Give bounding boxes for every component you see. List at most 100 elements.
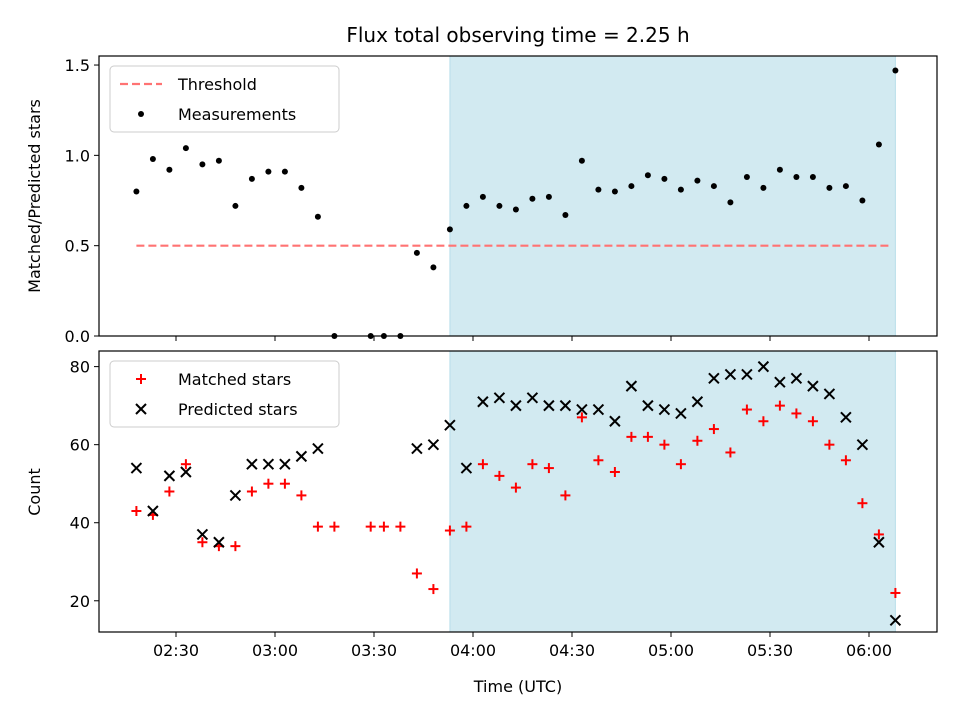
legend: Threshold Measurements xyxy=(109,65,340,133)
data-point xyxy=(461,521,472,532)
data-point xyxy=(526,392,539,404)
data-point xyxy=(444,419,456,431)
data-point xyxy=(262,458,275,470)
data-point xyxy=(708,372,720,385)
data-point xyxy=(512,206,519,213)
data-point xyxy=(246,458,258,470)
data-point xyxy=(727,199,734,206)
data-point xyxy=(659,439,670,450)
data-point xyxy=(691,396,704,408)
data-point xyxy=(675,459,686,470)
ratio-y-axis-label: Matched/Predicted stars xyxy=(25,99,44,293)
data-point xyxy=(279,478,290,489)
legend-label: Matched stars xyxy=(178,370,291,389)
data-point xyxy=(724,368,737,381)
data-point xyxy=(279,458,291,470)
data-point xyxy=(543,399,555,412)
series-x xyxy=(130,360,902,626)
data-point xyxy=(644,172,651,179)
legend-box xyxy=(109,65,340,133)
data-point xyxy=(826,184,833,191)
data-point xyxy=(295,450,308,463)
data-point xyxy=(807,380,819,392)
y-tick-label: 1.5 xyxy=(65,56,90,75)
count-panel: 20 40 60 80 02:30 03:00 03:30 04:00 04:30 05:00 05… xyxy=(70,350,938,660)
data-point xyxy=(559,399,572,412)
data-point xyxy=(444,525,455,536)
data-point xyxy=(246,486,257,497)
data-point xyxy=(743,174,750,181)
data-point xyxy=(248,175,255,182)
legend-swatch xyxy=(136,374,146,384)
legend-entry: Matched stars xyxy=(136,370,291,389)
data-point xyxy=(182,145,189,152)
data-point xyxy=(741,404,752,415)
legend-box xyxy=(109,360,340,428)
data-point xyxy=(758,416,769,427)
data-point xyxy=(840,411,852,424)
data-point xyxy=(774,376,786,388)
data-point xyxy=(856,438,869,451)
series-plus xyxy=(131,400,901,598)
legend-label: Threshold xyxy=(177,75,257,94)
x-tick-label: 04:00 xyxy=(450,641,496,660)
data-point xyxy=(677,186,684,193)
data-point xyxy=(197,537,208,548)
data-point xyxy=(760,184,767,191)
count-y-axis-label: Count xyxy=(25,468,44,516)
data-point xyxy=(133,188,140,195)
data-point xyxy=(873,536,885,548)
data-point xyxy=(875,141,882,148)
data-point xyxy=(791,408,802,419)
data-point xyxy=(545,193,552,200)
data-point xyxy=(180,459,191,470)
data-point xyxy=(592,403,605,416)
data-point xyxy=(477,396,489,408)
y-tick-label: 60 xyxy=(70,436,90,455)
data-point xyxy=(823,388,836,400)
data-point xyxy=(298,184,305,191)
y-tick-label: 20 xyxy=(70,592,90,611)
data-point xyxy=(562,211,569,218)
data-point xyxy=(180,466,192,478)
data-point xyxy=(510,399,522,412)
data-point xyxy=(365,521,376,532)
data-point xyxy=(842,183,849,190)
data-point xyxy=(692,435,703,446)
data-point xyxy=(774,400,785,411)
data-point xyxy=(479,193,486,200)
data-point xyxy=(576,412,587,423)
axes-frame xyxy=(98,350,938,633)
data-point xyxy=(229,489,242,502)
axes-frame xyxy=(98,55,938,337)
data-point xyxy=(675,407,687,420)
data-point xyxy=(840,455,851,466)
x-tick-label: 04:30 xyxy=(549,641,595,660)
data-point xyxy=(859,197,866,204)
data-point xyxy=(296,490,307,501)
data-point xyxy=(329,521,340,532)
x-tick-label: 05:00 xyxy=(648,641,694,660)
data-point xyxy=(578,157,585,164)
legend-label: Predicted stars xyxy=(178,400,298,419)
y-tick-label: 40 xyxy=(70,514,90,533)
data-point xyxy=(626,431,637,442)
x-axis-label: Time (UTC) xyxy=(473,677,562,696)
y-tick-label: 80 xyxy=(70,358,90,377)
data-point xyxy=(312,521,323,532)
data-point xyxy=(494,470,505,481)
data-point xyxy=(263,478,274,489)
data-point xyxy=(628,183,635,190)
data-point xyxy=(694,177,701,184)
data-point xyxy=(710,183,717,190)
data-point xyxy=(889,614,902,626)
data-point xyxy=(543,463,554,474)
data-point xyxy=(757,360,770,373)
data-point xyxy=(807,416,818,427)
data-point xyxy=(413,249,420,256)
legend-entry: Predicted stars xyxy=(135,400,298,419)
legend: Matched stars Predicted stars xyxy=(109,360,340,428)
data-point xyxy=(446,226,453,233)
data-point xyxy=(611,188,618,195)
x-tick-label: 03:30 xyxy=(351,641,397,660)
